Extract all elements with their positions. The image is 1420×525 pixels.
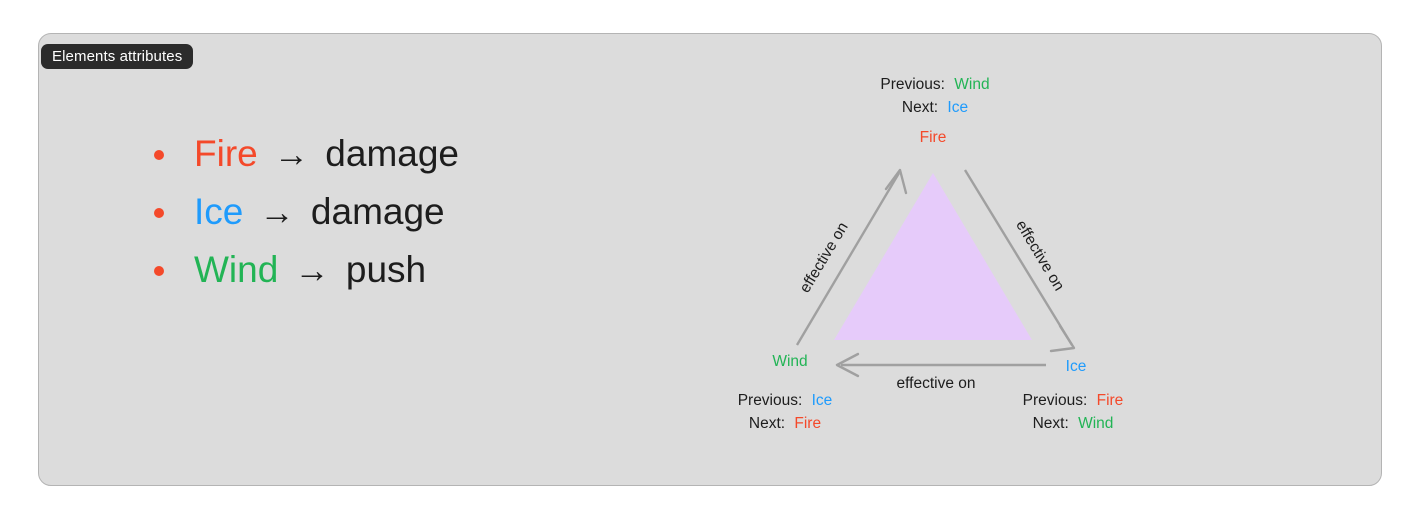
- node-previous-label: Previous:: [880, 76, 945, 93]
- edge-line: [795, 172, 901, 346]
- list-item: Fire → damage: [148, 125, 459, 183]
- node-previous-value: Ice: [812, 392, 833, 409]
- element-name: Fire: [194, 133, 258, 174]
- element-effect: damage: [325, 133, 460, 174]
- edge-line: [963, 169, 1074, 346]
- node-next-value: Wind: [1078, 415, 1113, 432]
- node-name: Ice: [1066, 358, 1087, 375]
- edge-label: effective on: [1012, 217, 1067, 293]
- right-arrow-icon: →: [294, 251, 330, 290]
- node-previous-label: Previous:: [738, 392, 803, 409]
- node-fire: Previous: Wind Next: Ice Fire: [880, 76, 989, 146]
- element-cycle-diagram: effective on effective on effective on P…: [738, 60, 1180, 440]
- slide-title-badge: Elements attributes: [41, 44, 194, 69]
- node-ice: Ice Previous: Fire Next: Wind: [1023, 358, 1124, 432]
- node-previous-row: Previous: Fire: [1023, 392, 1124, 409]
- node-next-value: Ice: [947, 99, 968, 116]
- node-previous-row: Previous: Ice: [738, 392, 833, 409]
- bullet-dot-icon: [154, 150, 164, 160]
- node-wind: Wind Previous: Ice Next: Fire: [738, 353, 833, 432]
- node-previous-value: Fire: [1097, 392, 1124, 409]
- list-item: Wind → push: [148, 241, 459, 299]
- node-next-label: Next:: [749, 415, 785, 432]
- edge-label: effective on: [797, 219, 852, 295]
- list-item: Ice → damage: [148, 183, 459, 241]
- slide-panel: [38, 33, 1382, 486]
- arrowhead-icon: [835, 352, 860, 378]
- node-next-row: Next: Ice: [902, 99, 968, 116]
- element-effect: push: [345, 249, 427, 290]
- element-attribute-list: Fire → damage Ice → damage Wind → push: [148, 125, 459, 299]
- node-next-label: Next:: [1033, 415, 1069, 432]
- triangle-shape: [834, 173, 1032, 340]
- element-name: Wind: [194, 249, 279, 290]
- node-previous-value: Wind: [954, 76, 989, 93]
- node-next-value: Fire: [794, 415, 821, 432]
- node-previous-row: Previous: Wind: [880, 76, 989, 93]
- right-arrow-icon: →: [259, 193, 295, 232]
- node-next-row: Next: Wind: [1033, 415, 1114, 432]
- arrowhead-icon: [1049, 324, 1076, 353]
- node-name: Fire: [920, 129, 947, 146]
- bullet-dot-icon: [154, 266, 164, 276]
- node-next-row: Next: Fire: [749, 415, 821, 432]
- bullet-dot-icon: [154, 208, 164, 218]
- edge-ice-to-wind: effective on: [835, 352, 1046, 392]
- element-name: Ice: [194, 191, 244, 232]
- right-arrow-icon: →: [274, 135, 310, 174]
- edge-label: effective on: [897, 375, 976, 392]
- element-effect: damage: [310, 191, 445, 232]
- node-name: Wind: [772, 353, 807, 370]
- node-next-label: Next:: [902, 99, 938, 116]
- node-previous-label: Previous:: [1023, 392, 1088, 409]
- arrowhead-icon: [884, 168, 908, 195]
